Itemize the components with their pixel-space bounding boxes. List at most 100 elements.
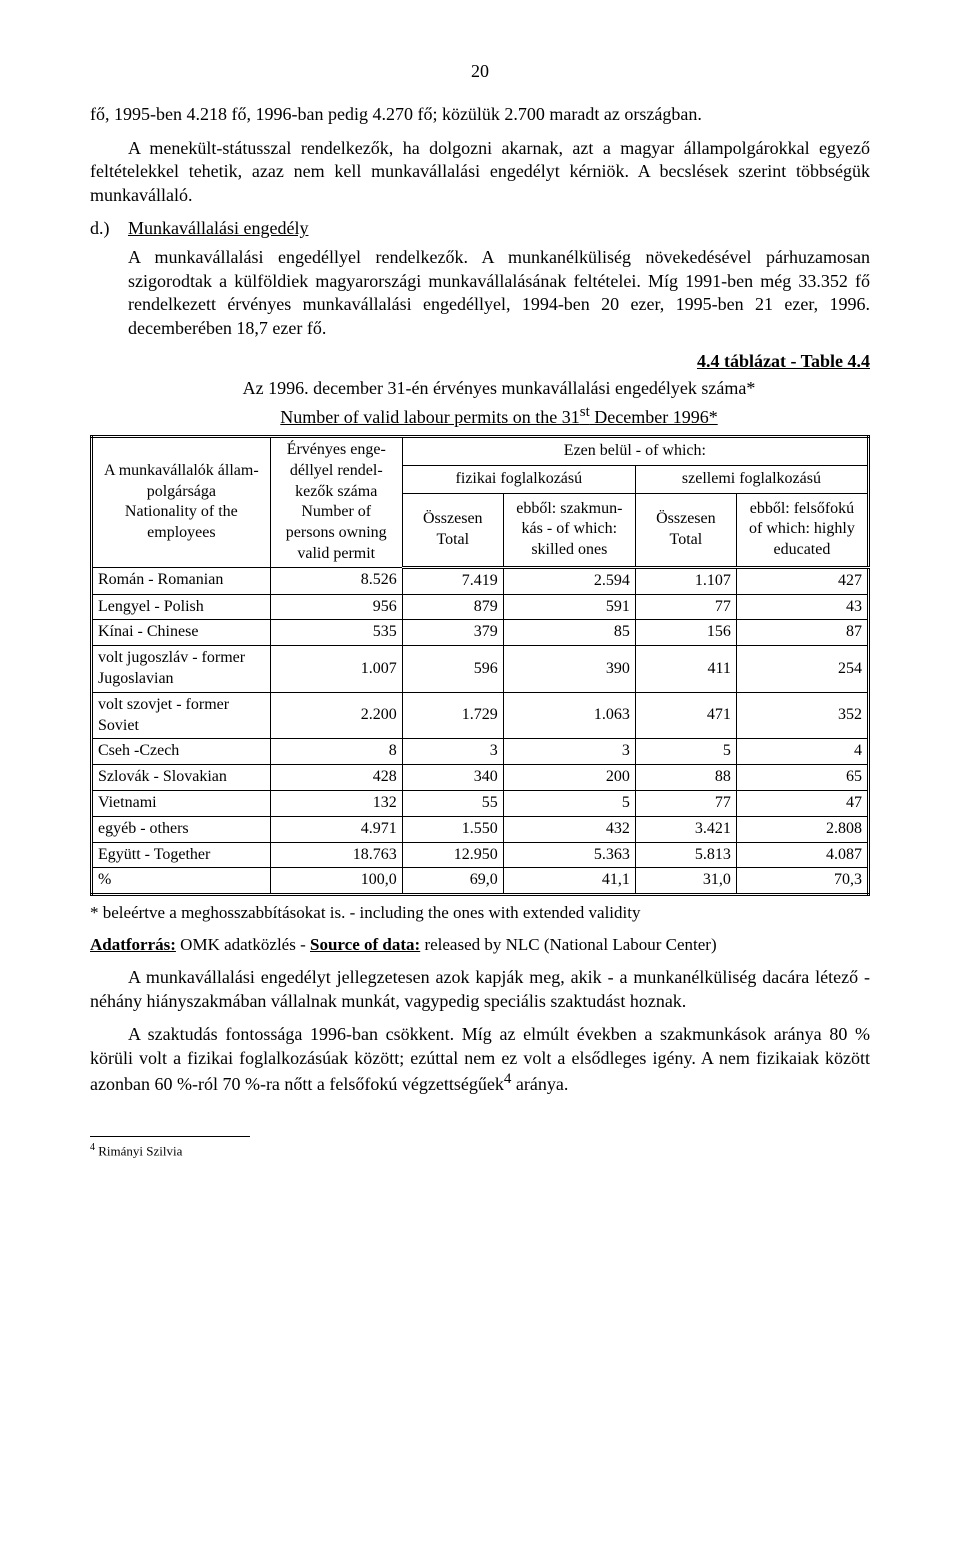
- row-value: 85: [503, 620, 635, 646]
- th-nationality-en: Nationality of the employees: [98, 502, 265, 544]
- paragraph-3: A munkavállalási engedéllyel rendelkezők…: [128, 246, 870, 340]
- paragraph-5: A szaktudás fontossága 1996-ban csökkent…: [90, 1023, 870, 1096]
- row-value: 471: [635, 692, 736, 739]
- table-row: Szlovák - Slovakian4283402008865: [92, 765, 869, 791]
- row-value: 12.950: [402, 842, 503, 868]
- row-value: 1.063: [503, 692, 635, 739]
- row-value: 4: [736, 739, 868, 765]
- row-label: Együtt - Together: [92, 842, 271, 868]
- footnote-4-text: Rimányi Szilvia: [95, 1144, 182, 1159]
- th-permit-count-hu: Érvényes enge-déllyel rendel-kezők száma: [276, 440, 397, 502]
- th-physical: fizikai foglalkozású: [402, 466, 635, 494]
- row-value: 3.421: [635, 816, 736, 842]
- row-value: 2.200: [270, 692, 402, 739]
- row-value: 432: [503, 816, 635, 842]
- source-label-en: Source of data:: [310, 935, 420, 954]
- row-value: 70,3: [736, 868, 868, 895]
- source-text-en: released by NLC (National Labour Center): [420, 935, 716, 954]
- row-value: 535: [270, 620, 402, 646]
- row-value: 156: [635, 620, 736, 646]
- row-value: 5: [503, 791, 635, 817]
- row-value: 7.419: [402, 567, 503, 594]
- th-physical-total: Összesen Total: [402, 493, 503, 567]
- row-value: 5.813: [635, 842, 736, 868]
- row-value: 200: [503, 765, 635, 791]
- row-label: Cseh -Czech: [92, 739, 271, 765]
- th-of-which: Ezen belül - of which:: [402, 437, 868, 466]
- th-intellectual-total: Összesen Total: [635, 493, 736, 567]
- row-label: egyéb - others: [92, 816, 271, 842]
- row-value: 352: [736, 692, 868, 739]
- row-value: 132: [270, 791, 402, 817]
- row-value: 65: [736, 765, 868, 791]
- table-title: Az 1996. december 31-én érvényes munkavá…: [128, 377, 870, 400]
- row-value: 77: [635, 791, 736, 817]
- row-value: 18.763: [270, 842, 402, 868]
- table-subtitle-sup: st: [580, 404, 590, 420]
- table-row: volt szovjet - former Soviet2.2001.7291.…: [92, 692, 869, 739]
- row-value: 3: [402, 739, 503, 765]
- source-text-hu: OMK adatközlés -: [176, 935, 310, 954]
- th-intellectual-higher: ebből: felsőfokú of which: highly educat…: [736, 493, 868, 567]
- row-value: 1.007: [270, 646, 402, 693]
- row-value: 55: [402, 791, 503, 817]
- row-value: 2.594: [503, 567, 635, 594]
- row-label: Román - Romanian: [92, 567, 271, 594]
- row-label: Vietnami: [92, 791, 271, 817]
- table-row: Vietnami1325557747: [92, 791, 869, 817]
- subsection-heading: d.) Munkavállalási engedély: [90, 217, 870, 240]
- table-subtitle: Number of valid labour permits on the 31…: [128, 403, 870, 429]
- th-nationality-hu: A munkavállalók állam-polgársága: [98, 461, 265, 503]
- row-value: 340: [402, 765, 503, 791]
- paragraph-4: A munkavállalási engedélyt jellegzetesen…: [90, 966, 870, 1013]
- page-number: 20: [90, 60, 870, 83]
- row-value: 8: [270, 739, 402, 765]
- subsection-title: Munkavállalási engedély: [128, 217, 308, 240]
- th-intellectual: szellemi foglalkozású: [635, 466, 868, 494]
- row-value: 100,0: [270, 868, 402, 895]
- footnote-4: 4 Rimányi Szilvia: [90, 1141, 870, 1160]
- table-row: Cseh -Czech83354: [92, 739, 869, 765]
- table-row: %100,069,041,131,070,3: [92, 868, 869, 895]
- row-value: 43: [736, 594, 868, 620]
- row-value: 69,0: [402, 868, 503, 895]
- table-row: volt jugoszláv - former Jugoslavian1.007…: [92, 646, 869, 693]
- data-source: Adatforrás: OMK adatközlés - Source of d…: [90, 934, 870, 956]
- table-label: 4.4 táblázat - Table 4.4: [90, 350, 870, 373]
- paragraph-2: A menekült-státusszal rendelkezők, ha do…: [90, 137, 870, 207]
- row-label: Lengyel - Polish: [92, 594, 271, 620]
- th-permit-count-en: Number of persons owning valid permit: [276, 502, 397, 564]
- row-value: 379: [402, 620, 503, 646]
- table-row: Román - Romanian8.5267.4192.5941.107427: [92, 567, 869, 594]
- footnote-rule: [90, 1136, 250, 1137]
- row-label: volt szovjet - former Soviet: [92, 692, 271, 739]
- row-value: 390: [503, 646, 635, 693]
- row-value: 956: [270, 594, 402, 620]
- row-value: 1.107: [635, 567, 736, 594]
- row-value: 47: [736, 791, 868, 817]
- row-value: 77: [635, 594, 736, 620]
- source-label-hu: Adatforrás:: [90, 935, 176, 954]
- table-subtitle-prefix: Number of valid labour permits on the 31: [280, 407, 579, 427]
- table-footnote-star: * beleértve a meghosszabbításokat is. - …: [90, 902, 870, 924]
- row-label: Szlovák - Slovakian: [92, 765, 271, 791]
- row-label: volt jugoszláv - former Jugoslavian: [92, 646, 271, 693]
- labour-permits-table: A munkavállalók állam-polgársága Nationa…: [90, 435, 870, 896]
- subsection-marker: d.): [90, 217, 128, 240]
- row-value: 1.550: [402, 816, 503, 842]
- table-subtitle-suffix: December 1996*: [590, 407, 718, 427]
- row-value: 879: [402, 594, 503, 620]
- table-row: Lengyel - Polish9568795917743: [92, 594, 869, 620]
- row-value: 5.363: [503, 842, 635, 868]
- row-value: 41,1: [503, 868, 635, 895]
- row-value: 87: [736, 620, 868, 646]
- paragraph-5-part1: A szaktudás fontossága 1996-ban csökkent…: [90, 1024, 870, 1094]
- row-value: 3: [503, 739, 635, 765]
- row-value: 427: [736, 567, 868, 594]
- row-label: Kínai - Chinese: [92, 620, 271, 646]
- row-value: 5: [635, 739, 736, 765]
- row-value: 254: [736, 646, 868, 693]
- th-nationality: A munkavállalók állam-polgársága Nationa…: [92, 437, 271, 568]
- paragraph-5-part2: aránya.: [511, 1074, 568, 1094]
- row-value: 4.971: [270, 816, 402, 842]
